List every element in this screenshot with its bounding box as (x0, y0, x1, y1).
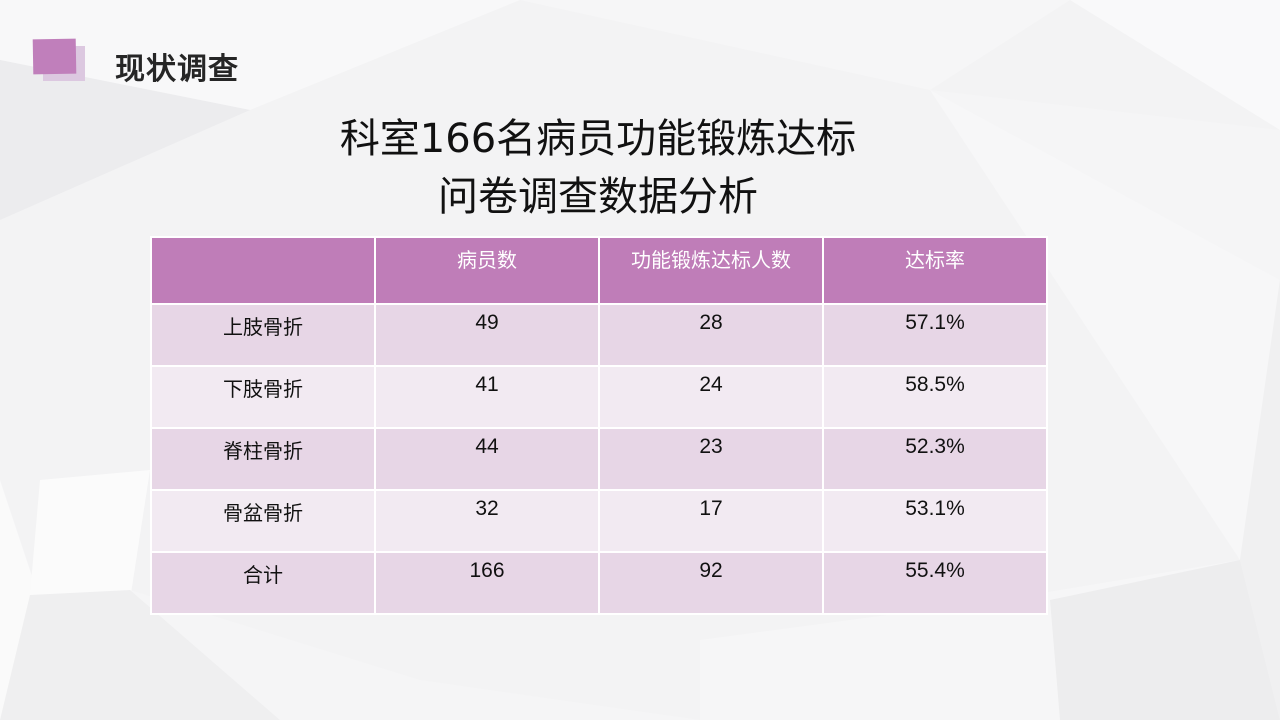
data-table: 病员数 功能锻炼达标人数 达标率 上肢骨折 49 28 57.1% 下肢骨折 4… (150, 236, 1048, 615)
cell-category: 骨盆骨折 (150, 489, 376, 553)
page-title-line-2: 问卷调查数据分析 (438, 174, 758, 220)
logo-square (32, 38, 77, 75)
cell-qualified: 28 (598, 303, 824, 367)
column-header-qualified: 功能锻炼达标人数 (598, 236, 824, 305)
cell-rate: 58.5% (822, 365, 1048, 429)
cell-patients: 32 (374, 489, 600, 553)
cell-rate: 55.4% (822, 551, 1048, 615)
page-title: 科室166名病员功能锻炼达标 问卷调查数据分析 (0, 110, 1196, 226)
table-row: 上肢骨折 49 28 57.1% (150, 303, 1048, 367)
column-header-rate: 达标率 (822, 236, 1048, 305)
column-header-category (150, 236, 376, 305)
cell-patients: 41 (374, 365, 600, 429)
table-row-total: 合计 166 92 55.4% (150, 551, 1048, 615)
cell-qualified: 23 (598, 427, 824, 491)
table-header-row: 病员数 功能锻炼达标人数 达标率 (150, 236, 1048, 305)
cell-category: 脊柱骨折 (150, 427, 376, 491)
page-title-line-1: 科室166名病员功能锻炼达标 (339, 116, 857, 162)
cell-category: 下肢骨折 (150, 365, 376, 429)
cell-patients: 49 (374, 303, 600, 367)
table-row: 下肢骨折 41 24 58.5% (150, 365, 1048, 429)
cell-category: 上肢骨折 (150, 303, 376, 367)
cell-rate: 53.1% (822, 489, 1048, 553)
cell-patients: 44 (374, 427, 600, 491)
column-header-patients: 病员数 (374, 236, 600, 305)
section-title: 现状调查 (115, 52, 239, 87)
table-row: 脊柱骨折 44 23 52.3% (150, 427, 1048, 491)
cell-qualified: 92 (598, 551, 824, 615)
table-row: 骨盆骨折 32 17 53.1% (150, 489, 1048, 553)
cell-category: 合计 (150, 551, 376, 615)
cell-qualified: 17 (598, 489, 824, 553)
cell-rate: 52.3% (822, 427, 1048, 491)
cell-rate: 57.1% (822, 303, 1048, 367)
cell-qualified: 24 (598, 365, 824, 429)
cell-patients: 166 (374, 551, 600, 615)
